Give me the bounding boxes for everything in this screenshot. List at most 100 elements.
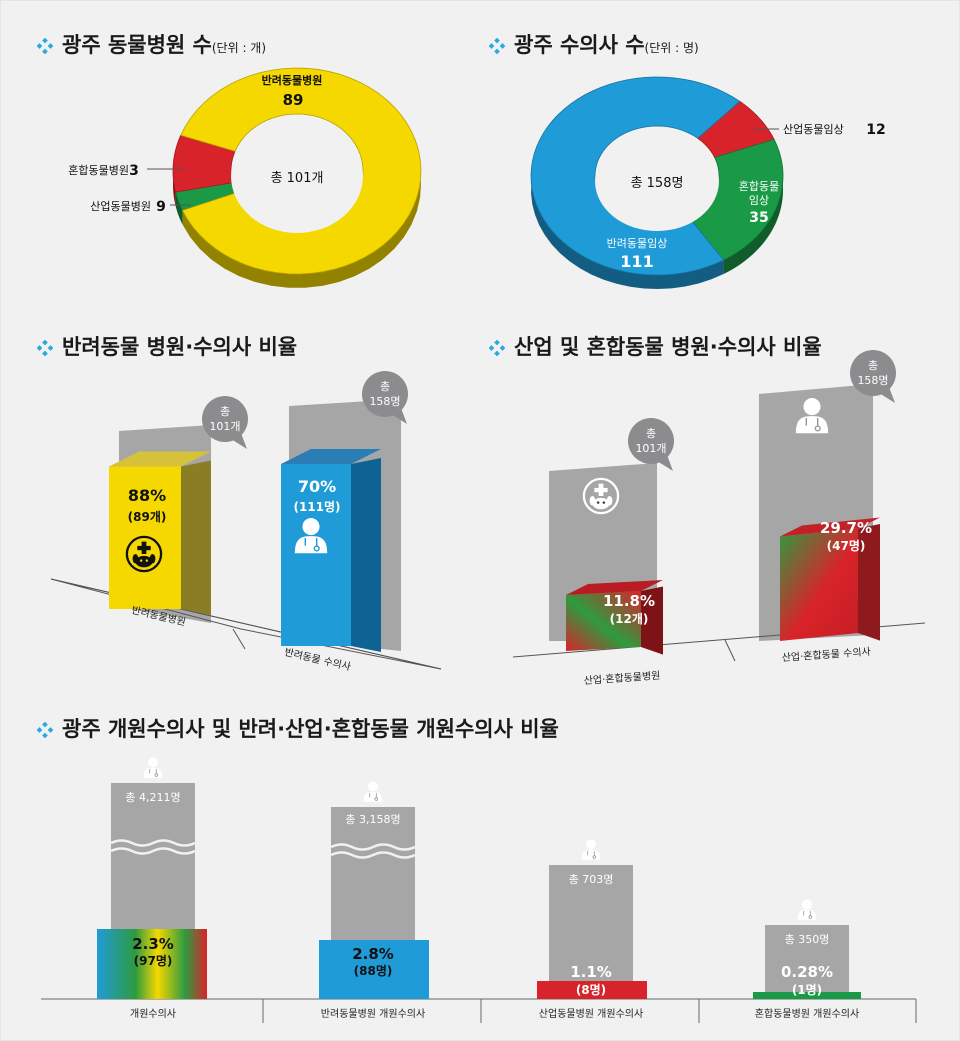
slice-value-companion: 111 [620, 252, 653, 271]
bar-sub-label: (47명) [827, 539, 866, 553]
companion-ratio-chart: 88% (89개) 총 101개 [50, 371, 442, 673]
slice-value-mixed: 35 [749, 210, 768, 226]
share-bar [753, 992, 861, 999]
section-unit: (단위 : 개) [211, 41, 267, 55]
donut-hole [231, 119, 363, 233]
bubble-line1: 총 [220, 405, 230, 418]
category-label: 산업·혼합동물병원 [583, 669, 661, 687]
veterinarian-icon [363, 781, 383, 803]
section-title-text: 광주 수의사 수 [514, 33, 645, 57]
veterinarian-icon [294, 518, 328, 554]
hospital-donut-chart: 총 101개 반려동물병원 89 혼합동물병원 3 산업동물병원 9 [68, 67, 422, 288]
share-count-label: (88명) [354, 964, 393, 978]
total-bar [549, 865, 633, 999]
section-title-hospital-count: 광주 동물병원 수(단위 : 개) [37, 29, 266, 59]
bar-value-label: 88% [128, 486, 166, 505]
veterinarian-icon [797, 899, 817, 921]
share-count-label: (97명) [134, 954, 173, 968]
total-bar [765, 925, 849, 999]
donut-center-label: 총 158명 [631, 176, 684, 191]
section-title-companion-ratio: 반려동물 병원·수의사 비율 [37, 331, 297, 361]
donut-center-label: 총 101개 [271, 171, 324, 186]
bubble-line1: 총 [646, 427, 656, 440]
bar-sub-label: (12개) [610, 612, 649, 626]
vet-donut-chart: 총 158명 산업동물임상 12 혼합동물 임상 35 반려동물임상 111 [530, 76, 886, 289]
bubble-line2: 101개 [209, 420, 240, 433]
bubble-line2: 158명 [369, 395, 400, 408]
vet-donut-segments [530, 76, 784, 289]
bar-companion-vet [281, 449, 381, 652]
slice-value-industrial: 12 [866, 122, 885, 138]
section-title-practice-vets: 광주 개원수의사 및 반려·산업·혼합동물 개원수의사 비율 [37, 713, 559, 743]
category-label: 산업동물병원 개원수의사 [539, 1007, 643, 1020]
bar-industrial-hospital [566, 579, 663, 655]
veterinarian-icon [581, 839, 601, 861]
slice-label-industrial: 산업동물임상 [783, 123, 844, 136]
share-value-label: 0.28% [781, 963, 833, 981]
practice-column: 총 4,211명 2.3% (97명) 개원수의사 [97, 757, 207, 1020]
axis-break [110, 839, 196, 855]
total-label: 총 350명 [785, 933, 830, 946]
total-label: 총 4,211명 [125, 791, 180, 804]
slice-value-mixed: 3 [129, 163, 139, 179]
axis-break [330, 843, 416, 859]
veterinarian-icon [143, 757, 163, 779]
section-title-vet-count: 광주 수의사 수(단위 : 명) [489, 29, 699, 59]
category-label: 반려동물 수의사 [283, 646, 352, 673]
category-label: 산업·혼합동물 수의사 [781, 645, 871, 664]
total-bubble: 총 101개 [628, 418, 674, 471]
practice-column: 총 350명 0.28% (1명) 혼합동물병원 개원수의사 [753, 899, 861, 1020]
diamond-icon [37, 38, 53, 54]
practice-column: 총 703명 1.1% (8명) 산업동물병원 개원수의사 [537, 839, 647, 1020]
bar-value-label: 70% [298, 477, 336, 496]
category-label: 반려동물병원 개원수의사 [321, 1008, 425, 1020]
bubble-line1: 총 [868, 359, 878, 372]
bubble-line1: 총 [380, 380, 390, 393]
donut-hole [595, 131, 719, 231]
divider [232, 628, 246, 650]
slice-label-companion: 반려동물병원 [262, 73, 323, 87]
total-label: 총 3,158명 [345, 813, 400, 826]
slice-label-industrial: 산업동물병원 [90, 200, 151, 213]
share-value-label: 2.8% [352, 945, 394, 963]
total-bubble: 총 158명 [850, 350, 896, 403]
practice-vet-chart: 총 4,211명 2.3% (97명) 개원수의사 총 3,158명 2.8% … [41, 757, 917, 1023]
slice-value-industrial: 9 [156, 199, 166, 215]
share-value-label: 1.1% [570, 963, 612, 981]
diamond-icon [37, 340, 53, 356]
practice-column: 총 3,158명 2.8% (88명) 반려동물병원 개원수의사 [319, 781, 429, 1020]
diamond-icon [489, 340, 505, 356]
share-bar [319, 940, 429, 999]
slice-label-mixed: 혼합동물병원 [68, 164, 129, 177]
total-bubble: 총 158명 [362, 371, 408, 424]
bar-companion-hospital [109, 451, 211, 615]
diamond-icon [37, 722, 53, 738]
section-title-industrial-ratio: 산업 및 혼합동물 병원·수의사 비율 [489, 331, 822, 361]
share-value-label: 2.3% [132, 935, 174, 953]
section-title-text: 산업 및 혼합동물 병원·수의사 비율 [514, 335, 822, 359]
slice-value-companion: 89 [283, 91, 304, 109]
diamond-icon [489, 38, 505, 54]
share-count-label: (8명) [576, 983, 606, 997]
bubble-line2: 158명 [857, 374, 888, 387]
bar-sub-label: (89개) [128, 510, 167, 524]
animal-hospital-icon [125, 535, 163, 573]
bar-industrial-vet [780, 517, 880, 641]
donut-depth-0 [175, 192, 183, 225]
bar-value-label: 11.8% [603, 592, 655, 610]
section-unit: (단위 : 명) [644, 41, 699, 55]
section-title-text: 반려동물 병원·수의사 비율 [62, 335, 298, 359]
category-label: 혼합동물병원 개원수의사 [755, 1007, 859, 1020]
bubble-line2: 101개 [635, 442, 666, 455]
bar-value-label: 29.7% [820, 519, 872, 537]
share-bar [97, 929, 207, 999]
total-bubble: 총 101개 [202, 396, 248, 449]
slice-label-mixed-line2: 임상 [749, 194, 769, 207]
bar-sub-label: (111명) [293, 500, 340, 514]
industrial-ratio-chart: 11.8% (12개) 총 101개 29.7% (47명) [512, 350, 926, 687]
slice-label-companion: 반려동물임상 [607, 237, 668, 250]
total-label: 총 703명 [569, 873, 614, 886]
divider [724, 639, 736, 662]
